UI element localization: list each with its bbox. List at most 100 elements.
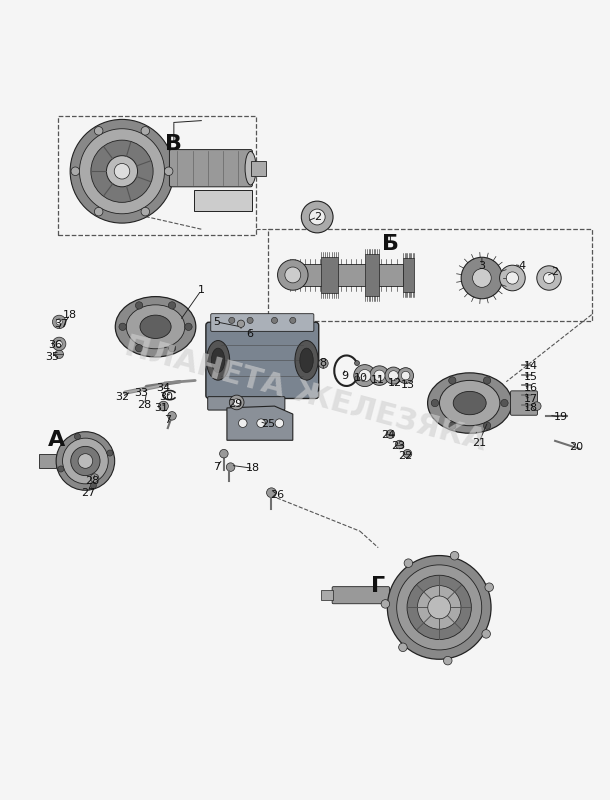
Circle shape xyxy=(407,575,472,639)
Bar xyxy=(58,116,256,235)
Text: 28: 28 xyxy=(137,400,152,410)
Text: 4: 4 xyxy=(518,261,525,270)
Circle shape xyxy=(370,366,389,386)
Circle shape xyxy=(107,450,113,456)
Polygon shape xyxy=(227,406,293,440)
Ellipse shape xyxy=(115,297,196,357)
Circle shape xyxy=(386,430,395,438)
Text: 7: 7 xyxy=(213,462,220,472)
Circle shape xyxy=(271,318,278,323)
Text: 12: 12 xyxy=(388,378,403,388)
Text: В: В xyxy=(165,134,182,154)
Ellipse shape xyxy=(126,305,185,349)
FancyBboxPatch shape xyxy=(332,586,389,604)
Circle shape xyxy=(428,596,451,619)
Circle shape xyxy=(403,450,412,458)
Circle shape xyxy=(301,201,333,233)
Circle shape xyxy=(159,402,168,411)
Circle shape xyxy=(354,361,359,366)
Circle shape xyxy=(141,207,149,216)
Circle shape xyxy=(318,358,328,368)
Bar xyxy=(287,264,403,286)
FancyBboxPatch shape xyxy=(170,150,253,187)
Circle shape xyxy=(74,434,81,439)
Circle shape xyxy=(91,140,153,202)
Ellipse shape xyxy=(295,341,318,380)
Bar xyxy=(38,454,56,468)
Circle shape xyxy=(483,377,490,384)
Circle shape xyxy=(90,482,96,489)
Circle shape xyxy=(354,365,376,386)
Text: 30: 30 xyxy=(159,392,173,402)
Text: 31: 31 xyxy=(155,403,168,413)
Text: 14: 14 xyxy=(523,362,538,371)
Circle shape xyxy=(533,402,541,410)
Text: 18: 18 xyxy=(246,463,260,474)
Circle shape xyxy=(387,555,491,659)
Circle shape xyxy=(278,260,308,290)
Text: 9: 9 xyxy=(341,370,348,381)
Circle shape xyxy=(90,474,99,482)
Circle shape xyxy=(544,273,554,283)
Ellipse shape xyxy=(439,381,500,426)
Circle shape xyxy=(168,302,176,309)
FancyBboxPatch shape xyxy=(207,397,285,410)
Circle shape xyxy=(431,399,439,406)
Text: 33: 33 xyxy=(135,388,148,398)
Circle shape xyxy=(185,323,192,330)
Text: Б: Б xyxy=(382,234,399,254)
Circle shape xyxy=(135,302,143,309)
Circle shape xyxy=(482,630,490,638)
Circle shape xyxy=(95,207,103,216)
Circle shape xyxy=(290,318,296,323)
Circle shape xyxy=(374,370,385,381)
Text: 8: 8 xyxy=(320,358,327,368)
Bar xyxy=(321,257,338,294)
Circle shape xyxy=(168,411,176,420)
Circle shape xyxy=(168,345,176,352)
Bar xyxy=(268,229,592,321)
Text: 11: 11 xyxy=(371,375,385,386)
Text: 23: 23 xyxy=(390,441,405,450)
Text: 26: 26 xyxy=(270,490,285,499)
Text: 7: 7 xyxy=(164,414,171,425)
Text: ПЛАНЕТА ЖЕЛЕЗЯКА: ПЛАНЕТА ЖЕЛЕЗЯКА xyxy=(121,331,489,456)
Circle shape xyxy=(56,319,62,325)
Text: 13: 13 xyxy=(401,380,414,390)
Circle shape xyxy=(229,395,244,410)
Circle shape xyxy=(396,565,482,650)
Bar xyxy=(321,590,333,600)
Text: 28: 28 xyxy=(85,475,100,486)
Circle shape xyxy=(309,209,325,225)
Circle shape xyxy=(285,267,301,283)
Bar xyxy=(251,161,266,175)
Circle shape xyxy=(257,419,265,427)
Circle shape xyxy=(165,167,173,175)
Text: 37: 37 xyxy=(54,318,68,329)
Text: 18: 18 xyxy=(523,403,538,413)
Text: 21: 21 xyxy=(472,438,486,448)
Circle shape xyxy=(404,559,412,567)
FancyBboxPatch shape xyxy=(206,322,318,398)
Circle shape xyxy=(443,656,452,665)
Circle shape xyxy=(229,318,235,323)
Circle shape xyxy=(135,345,143,352)
Circle shape xyxy=(52,337,66,350)
Circle shape xyxy=(500,265,525,291)
Circle shape xyxy=(483,422,490,430)
Circle shape xyxy=(226,463,235,471)
Circle shape xyxy=(58,466,64,472)
Text: А: А xyxy=(48,430,65,450)
Ellipse shape xyxy=(300,348,314,373)
Text: 6: 6 xyxy=(246,329,254,339)
Circle shape xyxy=(485,583,493,591)
FancyBboxPatch shape xyxy=(511,391,537,415)
Circle shape xyxy=(381,600,390,608)
Text: 3: 3 xyxy=(478,261,486,270)
Circle shape xyxy=(95,126,103,135)
Circle shape xyxy=(52,315,66,329)
Text: 24: 24 xyxy=(381,430,396,440)
Circle shape xyxy=(71,167,79,175)
Text: 25: 25 xyxy=(261,419,276,430)
Circle shape xyxy=(239,419,247,427)
